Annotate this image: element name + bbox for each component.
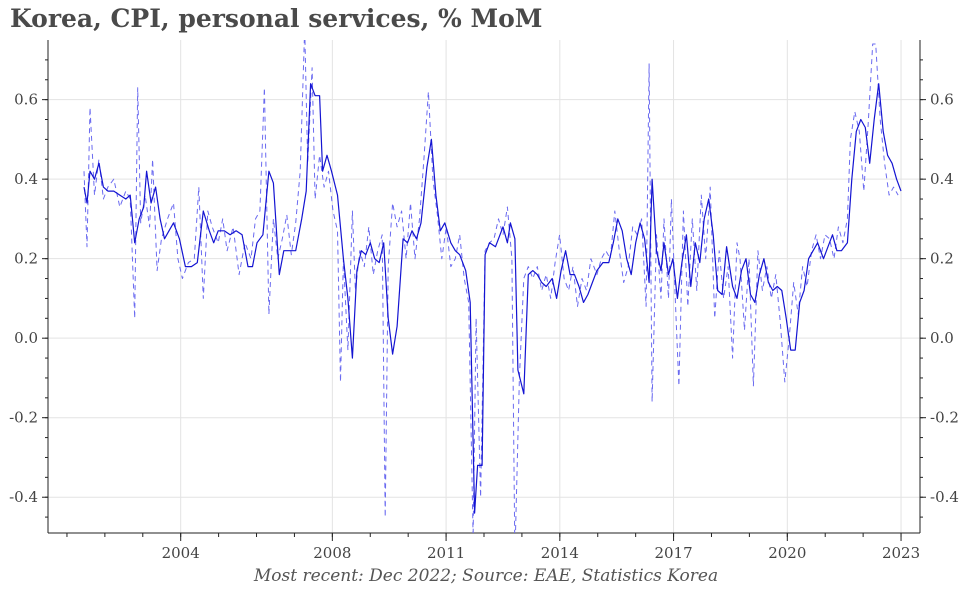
y-tick-label-left: 0.0 bbox=[14, 329, 38, 347]
x-tick-label: 2008 bbox=[313, 544, 351, 562]
x-tick-label: 2011 bbox=[427, 544, 465, 562]
x-tick-label: 2023 bbox=[882, 544, 920, 562]
chart-title: Korea, CPI, personal services, % MoM bbox=[10, 4, 543, 33]
y-tick-label-left: -0.4 bbox=[9, 488, 38, 506]
y-tick-label-left: 0.6 bbox=[14, 91, 38, 109]
y-tick-label-left: 0.2 bbox=[14, 250, 38, 268]
x-tick-label: 2014 bbox=[541, 544, 579, 562]
x-tick-label: 2020 bbox=[768, 544, 806, 562]
y-tick-label-right: -0.4 bbox=[930, 488, 959, 506]
x-tick-label: 2004 bbox=[162, 544, 200, 562]
y-tick-label-right: 0.0 bbox=[930, 329, 954, 347]
y-tick-label-right: 0.6 bbox=[930, 91, 954, 109]
y-tick-label-right: 0.2 bbox=[930, 250, 954, 268]
series-line-smoothed bbox=[83, 83, 902, 514]
x-tick-label: 2017 bbox=[654, 544, 692, 562]
y-tick-label-left: 0.4 bbox=[14, 170, 38, 188]
series-line-monthly bbox=[83, 40, 899, 533]
y-tick-label-left: -0.2 bbox=[9, 409, 38, 427]
y-tick-label-right: -0.2 bbox=[930, 409, 959, 427]
chart-caption: Most recent: Dec 2022; Source: EAE, Stat… bbox=[253, 566, 719, 586]
y-tick-label-right: 0.4 bbox=[930, 170, 954, 188]
